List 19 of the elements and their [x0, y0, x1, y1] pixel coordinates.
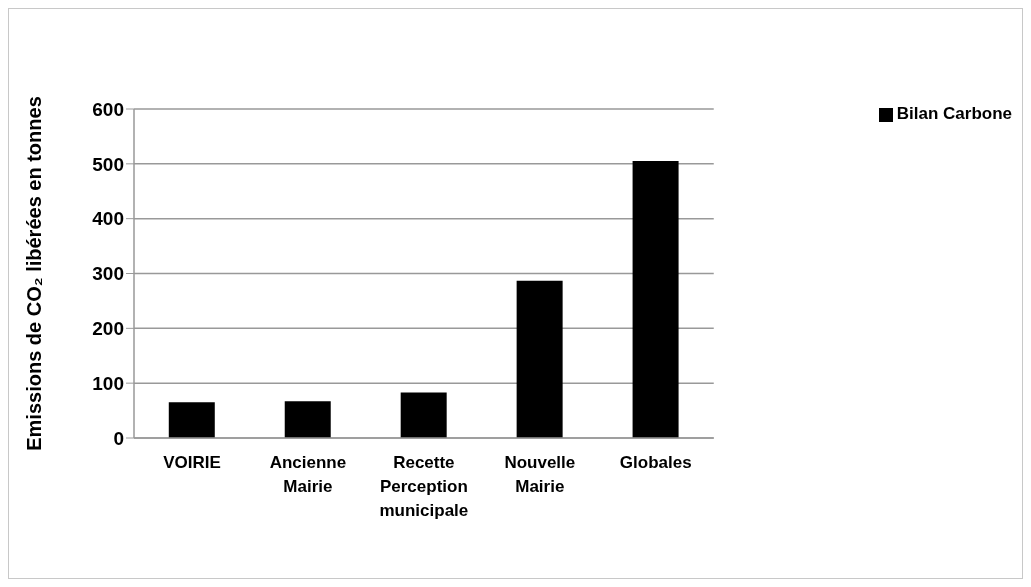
bar	[400, 392, 447, 438]
y-tick-label: 500	[92, 153, 124, 175]
y-tick-label: 0	[113, 427, 124, 449]
bar	[632, 161, 679, 438]
y-tick-label: 100	[92, 372, 124, 394]
y-tick-label: 300	[92, 263, 124, 285]
x-tick-label: Nouvelle Mairie	[504, 453, 576, 496]
bar	[168, 402, 215, 438]
bar	[516, 280, 563, 438]
x-tick-label: VOIRIE	[163, 453, 221, 472]
y-tick-label: 600	[92, 98, 124, 120]
legend-label: Bilan Carbone	[896, 104, 1012, 123]
y-axis-title: Emissions de CO₂ libérées en tonnes	[23, 96, 46, 451]
x-tick-label: Globales	[619, 453, 692, 472]
x-tick-label: Recette Perception municipale	[379, 453, 469, 520]
y-tick-label: 400	[92, 208, 124, 230]
x-tick-label: Ancienne Mairie	[269, 453, 347, 496]
bar	[284, 401, 331, 438]
y-tick-label: 200	[92, 318, 124, 340]
